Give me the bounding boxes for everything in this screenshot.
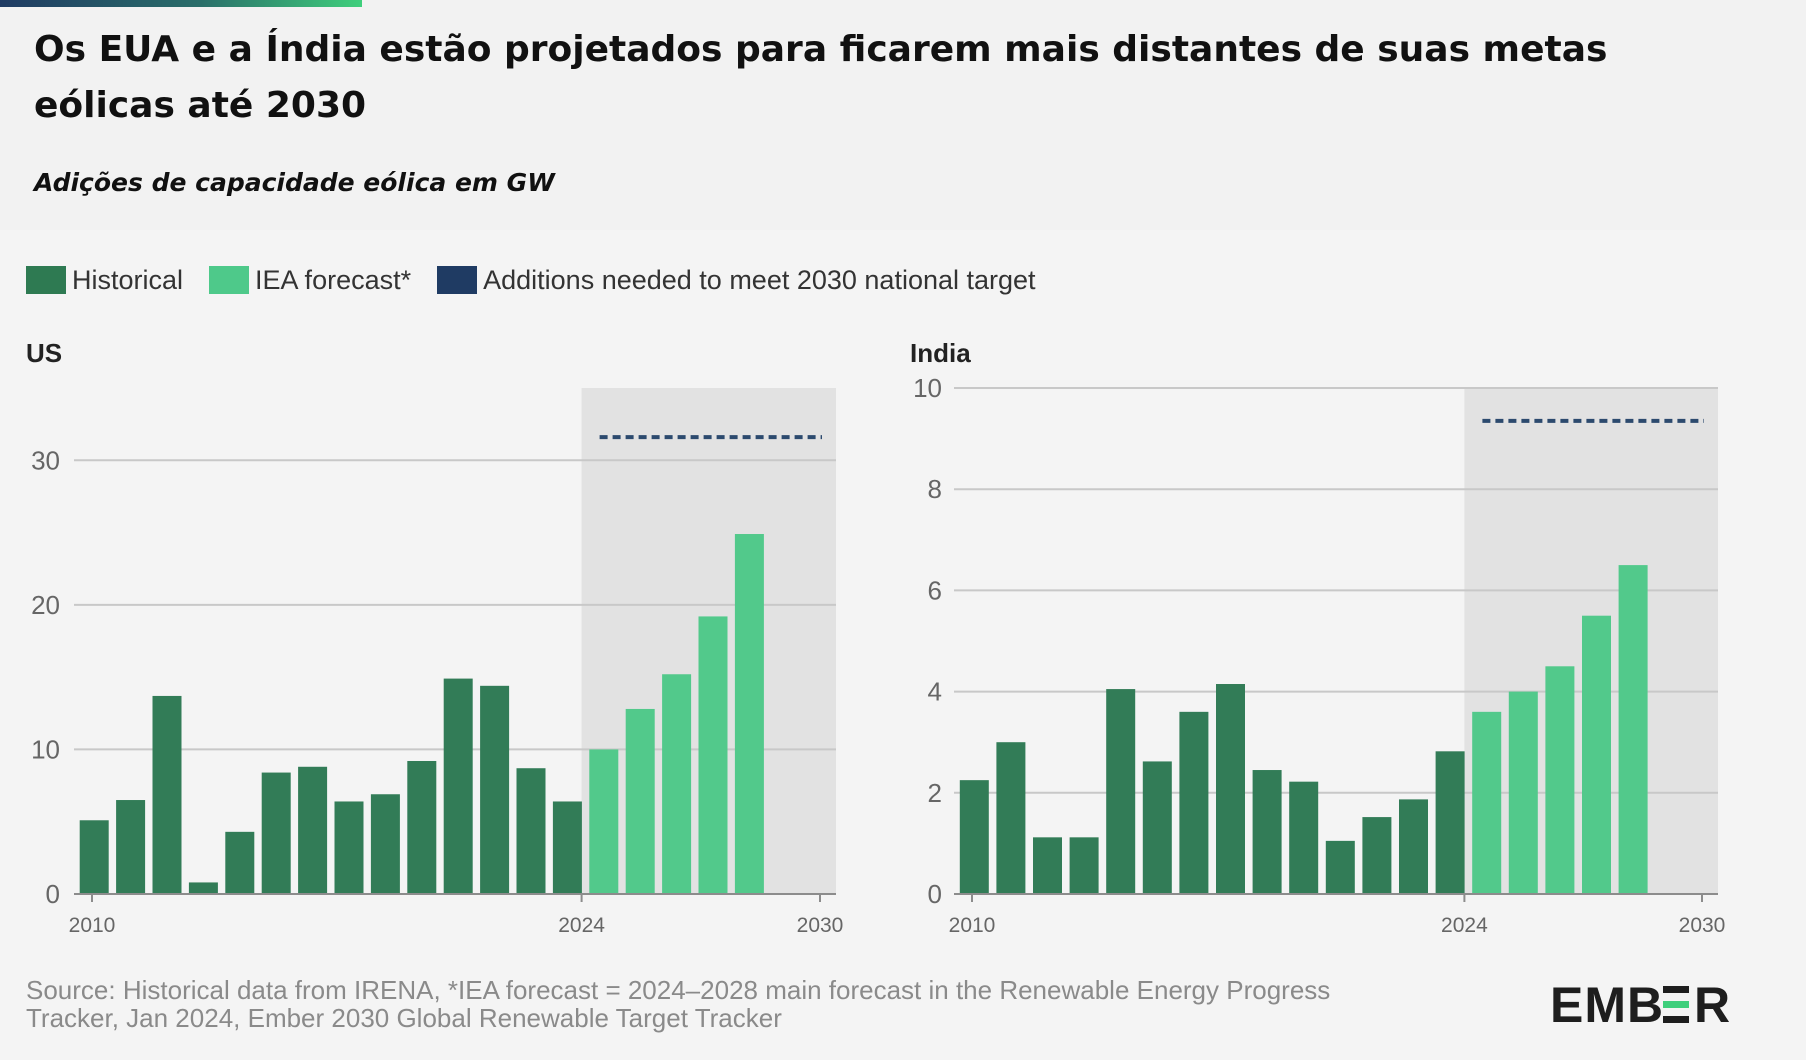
us-bar-historical-2013	[188, 882, 218, 894]
us-bar-historical-2015	[261, 772, 291, 894]
india-bar-historical-2018	[1252, 770, 1282, 894]
us-bar-historical-2016	[298, 766, 328, 894]
us-y-tick-label: 10	[31, 734, 60, 764]
panel-title-us: US	[26, 338, 63, 368]
india-x-tick-label: 2024	[1441, 914, 1488, 937]
us-x-tick-label: 2010	[69, 914, 116, 937]
india-bar-forecast-2025	[1508, 691, 1538, 894]
india-bar-forecast-2027	[1582, 615, 1611, 894]
legend-swatch-target	[437, 266, 478, 294]
us-bar-historical-2017	[334, 801, 364, 894]
us-bar-forecast-2025	[625, 708, 655, 894]
india-bar-historical-2015	[1142, 761, 1172, 894]
india-bar-historical-2023	[1435, 751, 1465, 894]
us-bar-historical-2018	[370, 794, 400, 894]
india-bar-forecast-2026	[1545, 666, 1575, 894]
india-bar-historical-2013	[1069, 837, 1099, 894]
india-bar-historical-2016	[1179, 711, 1209, 894]
us-bar-historical-2019	[407, 760, 437, 894]
svg-text:EMB: EMB	[1550, 978, 1664, 1030]
ember-logo: EMB R	[1550, 978, 1730, 1030]
chart-title: Os EUA e a Índia estão projetados para f…	[34, 29, 1608, 126]
legend-label-target: Additions needed to meet 2030 national t…	[483, 264, 1036, 295]
panel-title-india: India	[910, 338, 971, 368]
us-x-tick-label: 2024	[558, 914, 605, 937]
india-y-tick-label: 8	[928, 474, 942, 504]
us-bar-historical-2012	[152, 695, 182, 894]
legend-item-target: Additions needed to meet 2030 national t…	[437, 264, 1036, 296]
legend: Historical IEA forecast* Additions neede…	[26, 262, 1062, 298]
us-bar-historical-2023	[552, 801, 582, 894]
us-bar-historical-2014	[225, 831, 255, 894]
india-y-tick-label: 0	[928, 879, 942, 909]
header-band	[0, 0, 1806, 230]
legend-swatch-forecast	[209, 266, 250, 294]
svg-text:R: R	[1694, 978, 1730, 1030]
us-bar-historical-2020	[443, 678, 473, 894]
india-bar-historical-2019	[1289, 781, 1319, 894]
legend-swatch-historical	[26, 266, 66, 294]
us-bar-historical-2022	[516, 768, 546, 894]
us-bar-historical-2021	[480, 685, 510, 894]
legend-label-historical: Historical	[72, 264, 184, 295]
source-note: Source: Historical data from IRENA, *IEA…	[26, 975, 1331, 1033]
chart-subtitle: Adições de capacidade eólica em GW	[34, 168, 555, 197]
us-bar-forecast-2024	[589, 749, 619, 894]
us-bar-historical-2010	[79, 820, 109, 894]
india-x-tick-label: 2030	[1679, 914, 1726, 937]
us-y-tick-label: 20	[31, 590, 60, 620]
india-bar-forecast-2024	[1472, 711, 1502, 894]
india-y-tick-label: 4	[928, 677, 942, 707]
us-bar-forecast-2026	[662, 674, 692, 894]
us-y-tick-label: 0	[46, 879, 60, 909]
us-bar-forecast-2028	[734, 534, 764, 894]
india-y-tick-label: 10	[913, 373, 942, 403]
legend-label-forecast: IEA forecast*	[255, 264, 412, 295]
top-accent-bar	[0, 0, 362, 7]
india-y-tick-label: 2	[928, 778, 942, 808]
legend-item-historical: Historical	[26, 265, 183, 296]
india-bar-historical-2022	[1399, 799, 1428, 894]
us-y-tick-label: 30	[31, 445, 60, 475]
india-bar-forecast-2028	[1618, 565, 1648, 894]
india-bar-historical-2021	[1362, 817, 1392, 894]
india-bar-historical-2014	[1106, 689, 1136, 894]
us-bar-forecast-2027	[698, 616, 728, 894]
india-bar-historical-2020	[1325, 840, 1355, 894]
legend-item-forecast: IEA forecast*	[209, 265, 411, 296]
india-bar-historical-2011	[996, 742, 1026, 894]
india-bar-historical-2010	[959, 780, 989, 894]
india-bar-historical-2012	[1033, 837, 1062, 894]
india-bar-historical-2017	[1216, 684, 1245, 894]
us-x-tick-label: 2030	[797, 914, 844, 937]
us-bar-historical-2011	[116, 800, 146, 894]
india-x-tick-label: 2010	[949, 914, 996, 937]
india-y-tick-label: 6	[928, 575, 942, 605]
ember-logo-e-bars	[1663, 986, 1689, 1023]
